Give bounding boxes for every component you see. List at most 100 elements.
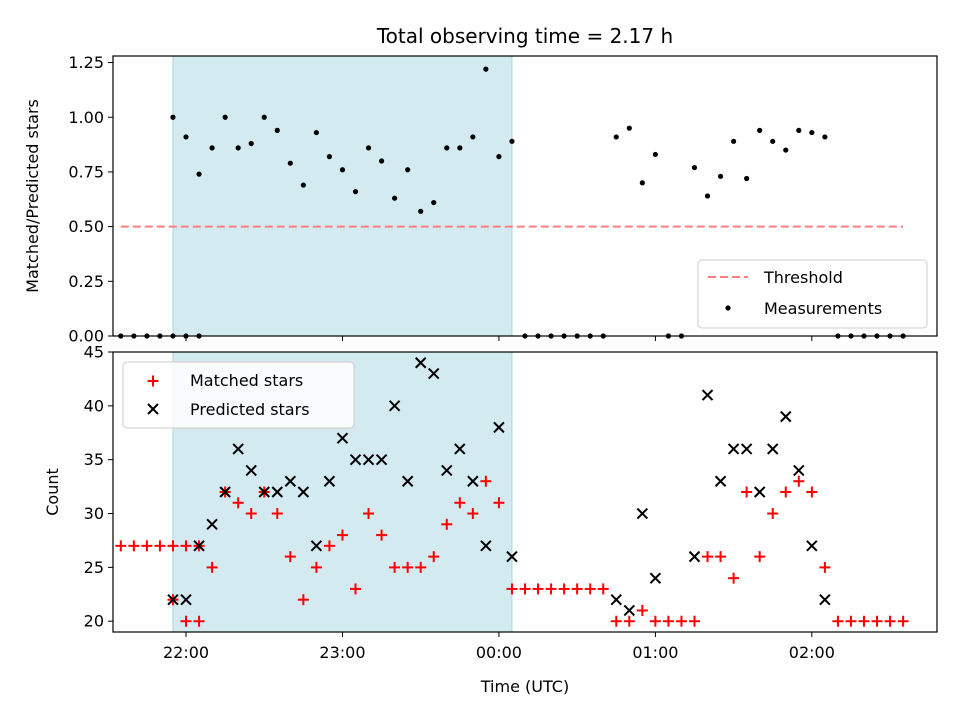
bottom-panel: 20 25 30 35 40 45 22:00 23:00 00:00 01:00 02:00 T… xyxy=(43,343,938,696)
predicted-star-point xyxy=(401,475,414,487)
predicted-star-point xyxy=(441,464,453,477)
matched-star-point xyxy=(532,583,544,595)
predicted-star-point xyxy=(271,486,283,498)
measurement-point xyxy=(300,182,306,188)
matched-star-point xyxy=(480,475,492,487)
matched-star-point xyxy=(715,551,727,563)
matched-star-point xyxy=(350,583,362,595)
legend-matched-swatch xyxy=(147,375,159,387)
legend-measurements-swatch xyxy=(725,305,731,311)
measurement-point xyxy=(392,195,398,201)
matched-star-point xyxy=(193,615,205,627)
matched-star-point xyxy=(597,583,609,595)
matched-star-point xyxy=(571,583,583,595)
measurement-point xyxy=(691,164,698,171)
matched-star-point xyxy=(141,540,153,552)
measurement-point xyxy=(457,145,463,151)
measurement-point xyxy=(326,154,333,160)
matched-star-point xyxy=(415,561,427,573)
matched-star-point xyxy=(323,540,335,552)
measurement-point xyxy=(248,140,254,147)
predicted-star-point xyxy=(193,540,205,552)
bottom-x-tick-label: 01:00 xyxy=(632,643,678,662)
matched-star-point xyxy=(284,551,296,563)
matched-star-point xyxy=(519,583,531,595)
matched-star-point xyxy=(702,551,714,563)
bottom-x-ticks: 22:00 23:00 00:00 01:00 02:00 xyxy=(163,632,835,662)
top-observing-window xyxy=(172,55,513,337)
matched-star-point xyxy=(545,583,557,595)
matched-star-point xyxy=(897,615,909,627)
measurement-point xyxy=(744,175,750,182)
measurement-point xyxy=(222,114,228,120)
matched-star-point xyxy=(245,508,257,520)
matched-star-point xyxy=(336,529,348,541)
matched-star-point xyxy=(675,615,687,627)
matched-star-point xyxy=(363,508,375,520)
bottom-x-tick-label: 23:00 xyxy=(319,643,365,662)
predicted-star-point xyxy=(480,540,492,552)
measurement-point xyxy=(483,66,489,72)
top-y-tick-label: 0.00 xyxy=(68,327,104,346)
measurement-point xyxy=(313,129,319,136)
bottom-y-tick-label: 30 xyxy=(84,504,104,523)
matched-star-point xyxy=(793,475,805,487)
measurement-point xyxy=(196,171,202,177)
predicted-star-point xyxy=(336,432,349,444)
measurement-point xyxy=(287,160,293,166)
matched-star-point xyxy=(128,540,140,552)
bottom-axes-frame xyxy=(112,351,938,633)
predicted-star-point xyxy=(740,443,753,455)
legend-predicted-swatch xyxy=(147,403,159,415)
matched-star-point xyxy=(467,508,479,520)
matched-star-point xyxy=(610,615,622,627)
matched-star-point xyxy=(297,594,309,606)
bottom-legend-frame xyxy=(122,361,355,429)
measurement-point xyxy=(757,127,763,133)
predicted-star-point xyxy=(636,507,649,520)
predicted-star-point xyxy=(284,475,297,487)
predicted-star-point xyxy=(375,453,388,466)
predicted-star-point xyxy=(467,475,479,487)
matched-star-point xyxy=(271,508,283,520)
matched-star-point xyxy=(623,615,635,627)
predicted-star-point xyxy=(414,357,427,369)
measurement-point xyxy=(613,134,619,140)
top-y-axis-label: Matched/Predicted stars xyxy=(23,99,42,293)
measurement-point xyxy=(717,173,724,179)
measurement-point xyxy=(209,145,215,151)
legend-measurements-label: Measurements xyxy=(764,299,882,318)
bottom-x-tick-label: 00:00 xyxy=(476,643,522,662)
matched-star-point xyxy=(558,583,570,595)
measurement-point xyxy=(652,151,658,158)
measurement-point xyxy=(470,134,476,140)
measurement-point xyxy=(809,129,815,136)
matched-star-point xyxy=(636,604,648,616)
predicted-star-point xyxy=(219,486,231,498)
measurement-point xyxy=(405,167,411,173)
measurement-point xyxy=(378,158,385,164)
measurement-point xyxy=(339,167,346,173)
measurement-point xyxy=(822,134,828,140)
bottom-y-tick-label: 25 xyxy=(84,558,104,577)
measurement-point xyxy=(274,127,280,133)
measurement-point xyxy=(261,114,267,120)
matched-star-point xyxy=(728,572,740,584)
matched-star-point xyxy=(871,615,883,627)
matched-star-point xyxy=(688,615,700,627)
measurement-point xyxy=(626,125,632,131)
matched-star-point xyxy=(376,529,388,541)
bottom-y-ticks: 20 25 30 35 40 45 xyxy=(84,343,113,631)
predicted-star-point xyxy=(388,400,401,412)
predicted-star-point xyxy=(727,443,740,455)
predicted-star-point xyxy=(245,464,257,477)
matched-star-point xyxy=(441,518,453,530)
matched-star-point xyxy=(454,497,466,509)
measurement-points xyxy=(118,66,906,339)
predicted-star-point xyxy=(493,421,505,434)
measurement-point xyxy=(796,127,802,133)
measurement-point xyxy=(183,134,189,140)
predicted-star-point xyxy=(454,443,466,455)
predicted-star-point xyxy=(753,486,766,498)
